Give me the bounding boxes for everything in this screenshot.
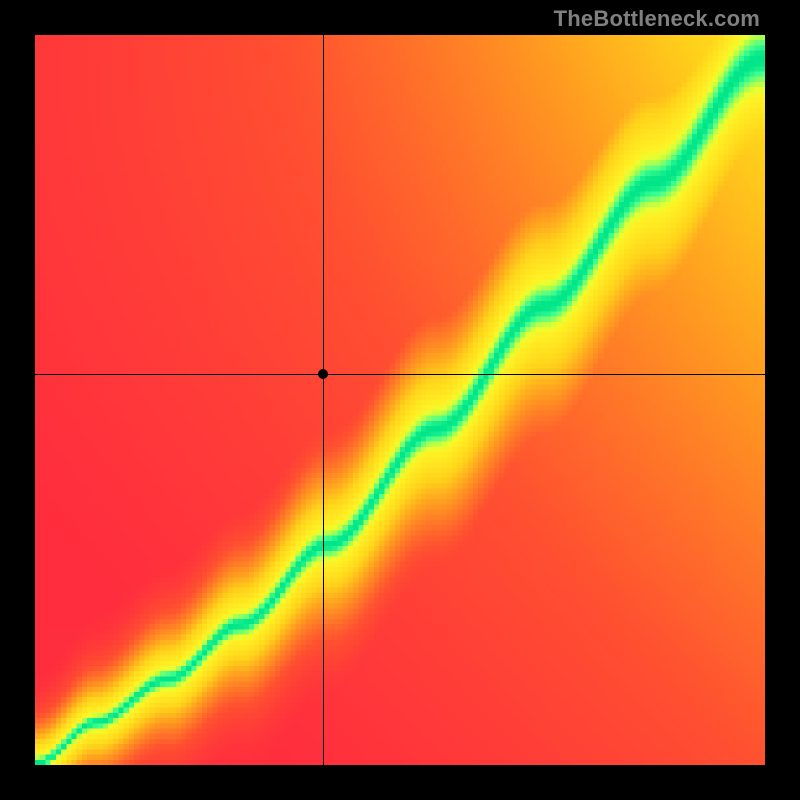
heatmap-canvas (35, 35, 765, 765)
chart-container: TheBottleneck.com (0, 0, 800, 800)
heatmap-plot (35, 35, 765, 765)
watermark-text: TheBottleneck.com (554, 6, 760, 32)
